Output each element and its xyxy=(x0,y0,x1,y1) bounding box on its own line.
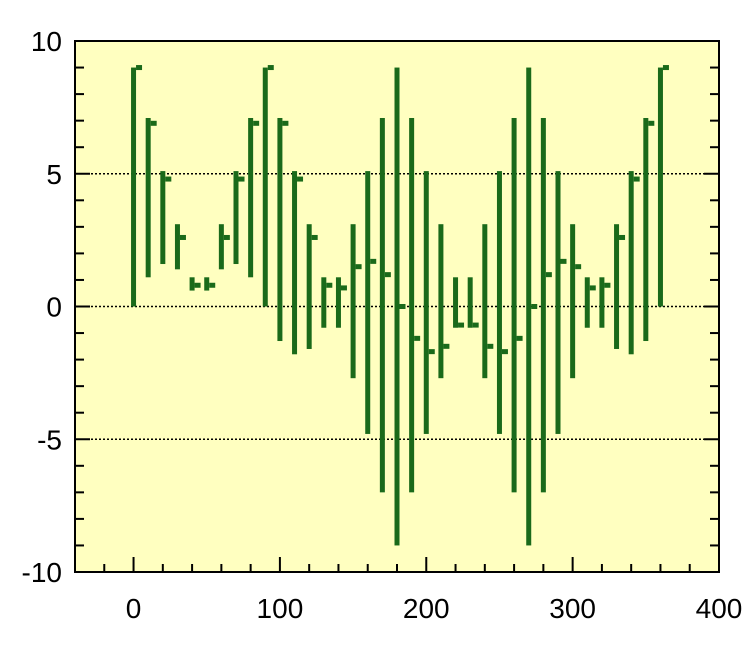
hilo-bar xyxy=(335,277,341,328)
close-marker xyxy=(428,349,435,355)
y-axis-labels: -10 -5 0 5 10 xyxy=(22,26,62,588)
close-marker xyxy=(633,176,640,182)
close-marker xyxy=(472,322,479,328)
x-axis-labels: 0 100 200 300 400 xyxy=(126,593,743,624)
hilo-bar xyxy=(628,171,634,355)
x-tick-label: 400 xyxy=(696,593,743,624)
close-marker xyxy=(209,282,216,288)
hilo-bar xyxy=(467,277,473,328)
close-marker xyxy=(560,258,567,264)
close-marker xyxy=(165,176,172,182)
close-marker xyxy=(223,234,230,240)
close-marker xyxy=(399,304,406,309)
close-marker xyxy=(662,65,669,71)
y-tick-label: -5 xyxy=(37,424,62,455)
close-marker xyxy=(501,349,508,355)
hilo-bar xyxy=(218,224,224,270)
hilo-bar xyxy=(423,171,429,434)
hilo-bar xyxy=(248,117,254,278)
hilo-bar xyxy=(482,224,488,379)
close-marker xyxy=(384,272,391,278)
hilo-bar xyxy=(350,224,356,379)
close-marker xyxy=(297,176,304,182)
hilo-bar xyxy=(262,67,268,307)
x-tick-label: 200 xyxy=(403,593,450,624)
close-marker xyxy=(589,285,596,291)
hilo-bar xyxy=(379,117,385,493)
hilo-bar xyxy=(131,67,137,307)
close-marker xyxy=(414,335,421,341)
close-marker xyxy=(150,120,157,126)
close-marker xyxy=(487,343,494,349)
close-marker xyxy=(648,120,655,126)
hilo-bar xyxy=(174,224,180,270)
hilo-bar xyxy=(643,117,649,342)
hilo-bar xyxy=(614,224,620,349)
close-marker xyxy=(253,120,260,126)
close-marker xyxy=(458,322,465,328)
hilo-bar xyxy=(277,117,283,342)
hilo-bar xyxy=(453,277,459,328)
hilo-bar xyxy=(409,117,415,493)
x-tick-label: 0 xyxy=(126,593,142,624)
y-tick-label: 0 xyxy=(46,292,62,323)
hilo-bar xyxy=(160,171,166,265)
close-marker xyxy=(136,65,143,71)
hilo-bar xyxy=(394,67,400,546)
close-marker xyxy=(179,234,186,240)
hilo-bar xyxy=(306,224,312,349)
close-marker xyxy=(355,264,362,270)
hilo-bar xyxy=(233,171,239,265)
close-marker xyxy=(326,282,333,288)
hilo-bar xyxy=(145,117,151,278)
hilo-bar xyxy=(511,117,517,493)
close-marker xyxy=(443,343,450,349)
close-marker xyxy=(282,120,289,126)
hilo-bar xyxy=(540,117,546,493)
series-bars xyxy=(131,65,669,546)
close-marker xyxy=(604,282,611,288)
close-marker xyxy=(194,282,201,288)
hilo-bar xyxy=(584,277,590,328)
y-tick-label: -10 xyxy=(22,557,62,588)
hilo-bar xyxy=(204,277,210,291)
close-marker xyxy=(340,285,347,291)
hilo-bar xyxy=(570,224,576,379)
close-marker xyxy=(575,264,582,270)
hilo-bar xyxy=(321,277,327,328)
hilo-bar xyxy=(189,277,195,291)
close-marker xyxy=(619,234,626,240)
hilo-bar xyxy=(526,67,532,546)
close-marker xyxy=(545,272,552,278)
hilo-bar xyxy=(657,67,663,307)
close-marker xyxy=(516,335,523,341)
y-tick-label: 10 xyxy=(31,26,62,57)
hilo-bar xyxy=(555,171,561,434)
hilo-bar xyxy=(496,171,502,434)
close-marker xyxy=(531,304,538,309)
plot-frame xyxy=(74,40,720,573)
close-marker xyxy=(311,234,318,240)
y-tick-label: 5 xyxy=(46,159,62,190)
hilo-bar xyxy=(599,277,605,328)
x-tick-label: 100 xyxy=(257,593,304,624)
hilo-bar xyxy=(438,224,444,379)
close-marker xyxy=(370,258,377,264)
hilo-bar xyxy=(292,171,298,355)
x-tick-label: 300 xyxy=(549,593,596,624)
hilo-bar xyxy=(365,171,371,434)
close-marker xyxy=(267,65,274,71)
close-marker xyxy=(238,176,245,182)
